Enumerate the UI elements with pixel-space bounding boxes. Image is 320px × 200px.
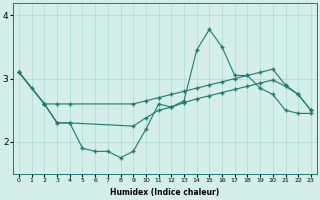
X-axis label: Humidex (Indice chaleur): Humidex (Indice chaleur) (110, 188, 220, 197)
